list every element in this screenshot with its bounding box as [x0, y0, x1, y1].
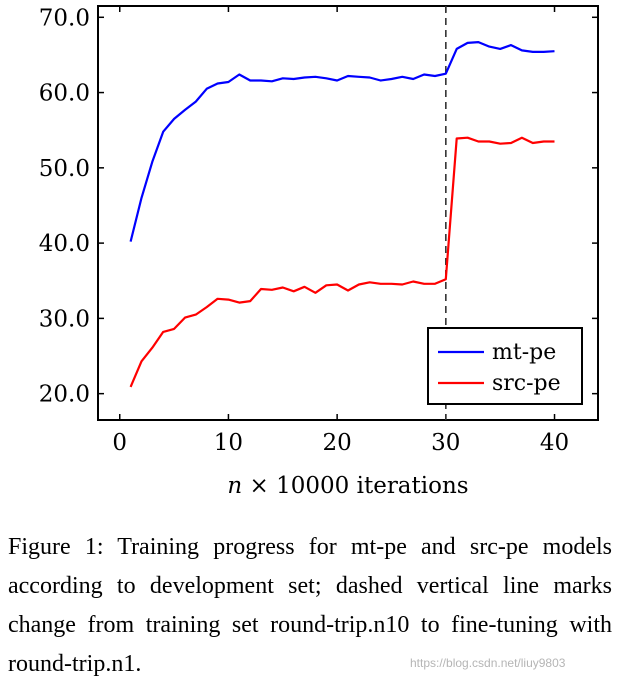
x-tick-label: 0 [112, 430, 127, 456]
y-tick-label: 30.0 [39, 306, 90, 332]
plot-frame [97, 5, 599, 421]
watermark: https://blog.csdn.net/liuy9803 [410, 656, 566, 670]
legend-label-mt-pe: mt-pe [492, 340, 556, 365]
line-chart: 0 10 20 30 40 20.0 30.0 40.0 50.0 60.0 70.0 mt-pe s… [39, 5, 599, 499]
y-tick-label: 70.0 [39, 5, 90, 31]
legend-label-src-pe: src-pe [492, 371, 561, 396]
x-tick-label: 10 [214, 430, 243, 456]
legend-box [427, 327, 583, 405]
legend: mt-pe src-pe [427, 327, 583, 405]
y-tick-label: 50.0 [39, 156, 90, 182]
y-tick-label: 60.0 [39, 81, 90, 107]
series-line-src-pe [129, 136, 555, 388]
x-axis-title: n × 10000 iterations [227, 473, 468, 499]
y-tick-label: 20.0 [39, 382, 90, 408]
x-tick-label: 20 [322, 430, 351, 456]
y-tick-label: 40.0 [39, 231, 90, 257]
series-line-mt-pe [129, 40, 555, 242]
figure-caption: Figure 1: Training progress for mt-pe an… [8, 534, 612, 677]
x-tick-label: 40 [540, 430, 569, 456]
x-tick-label: 30 [431, 430, 460, 456]
